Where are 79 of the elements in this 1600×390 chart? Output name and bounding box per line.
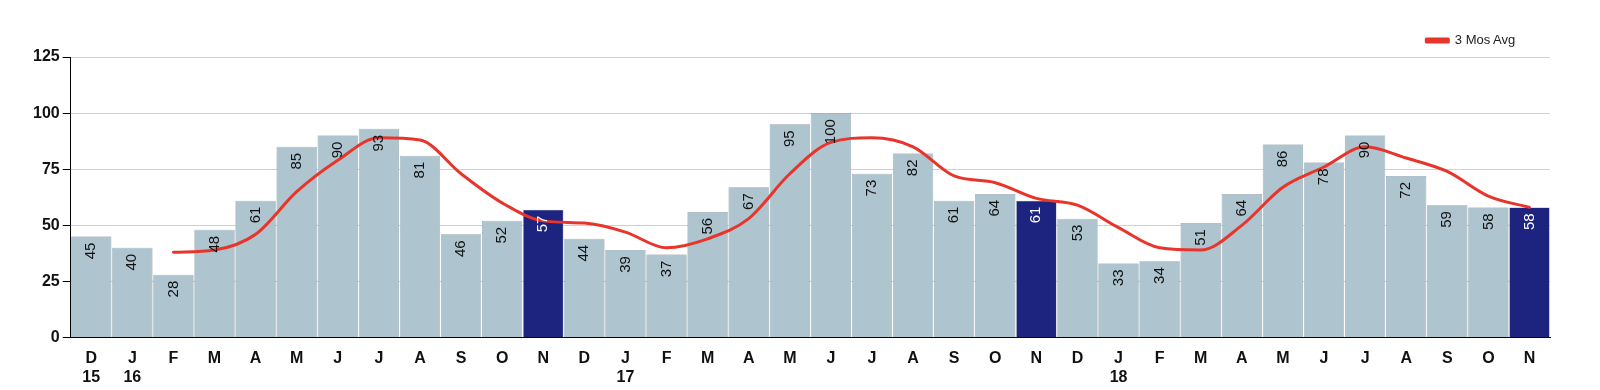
data-label: 40: [122, 253, 140, 271]
data-label: 95: [779, 130, 797, 148]
x-tick-label: J: [826, 348, 836, 366]
data-label: 33: [1108, 269, 1126, 287]
data-label: 52: [492, 226, 510, 244]
data-label: 86: [1273, 150, 1291, 168]
x-tick-label: J: [1319, 348, 1329, 366]
data-label: 58: [1519, 213, 1537, 231]
x-tick-label: J: [867, 348, 877, 366]
data-label: 90: [327, 141, 345, 159]
x-tick-label: A: [742, 348, 755, 366]
x-tick-label: J 18: [1109, 348, 1128, 385]
x-tick-label: D: [578, 348, 591, 366]
y-tick-label: 0: [50, 328, 60, 346]
data-label: 53: [1067, 224, 1085, 242]
x-tick-label: N: [1030, 348, 1043, 366]
x-tick-label: D 15: [82, 348, 101, 385]
x-tick-label: M: [700, 348, 715, 366]
data-label: 73: [862, 179, 880, 197]
data-label: 45: [81, 242, 99, 260]
data-label: 37: [656, 260, 674, 278]
data-label: 100: [821, 119, 839, 145]
x-tick-label: M: [1194, 348, 1208, 366]
data-label: 46: [451, 240, 469, 258]
x-tick-label: F: [661, 348, 672, 366]
data-label: 61: [1026, 206, 1044, 224]
data-label: 58: [1478, 213, 1496, 231]
data-label: 90: [1355, 141, 1373, 159]
data-label: 85: [286, 152, 304, 170]
y-tick-label: 100: [32, 103, 60, 121]
y-tick-label: 25: [41, 271, 60, 289]
x-tick-label: J: [1360, 348, 1370, 366]
x-tick-label: S: [1441, 348, 1453, 366]
y-tick-label: 75: [41, 159, 60, 177]
x-tick-label: O: [1482, 348, 1495, 366]
x-tick-label: M: [207, 348, 222, 366]
data-label: 28: [163, 280, 181, 298]
y-tick-label: 125: [32, 47, 60, 65]
x-tick-label: F: [1154, 348, 1165, 366]
x-tick-label: J 16: [123, 348, 142, 385]
data-label: 72: [1396, 181, 1414, 199]
data-label: 67: [738, 193, 756, 210]
x-tick-label: A: [414, 348, 427, 366]
data-label: 34: [1149, 267, 1167, 284]
x-tick-label: S: [948, 348, 960, 366]
x-tick-label: O: [989, 348, 1002, 366]
data-label: 81: [410, 161, 428, 179]
legend-label: 3 Mos Avg: [1454, 32, 1516, 48]
data-label: 64: [1231, 199, 1249, 217]
x-tick-label: M: [1276, 348, 1290, 366]
x-tick-label: A: [1236, 348, 1249, 366]
x-tick-label: M: [290, 348, 304, 366]
x-tick-label: M: [783, 348, 797, 366]
data-label: 39: [615, 256, 633, 273]
data-label: 61: [944, 206, 962, 224]
x-tick-label: O: [495, 348, 509, 366]
data-label: 44: [574, 244, 592, 262]
y-tick-label: 50: [41, 215, 60, 233]
x-tick-label: J 17: [616, 348, 635, 385]
x-tick-label: J: [374, 348, 384, 366]
data-label: 51: [1190, 229, 1208, 246]
data-label: 78: [1314, 168, 1332, 186]
x-tick-label: S: [455, 348, 467, 366]
x-tick-label: D: [1071, 348, 1084, 366]
x-tick-label: A: [1400, 348, 1413, 366]
data-label: 82: [903, 159, 921, 177]
x-tick-label: J: [333, 348, 343, 366]
data-label: 59: [1437, 211, 1455, 228]
x-tick-label: N: [537, 348, 550, 366]
data-label: 64: [985, 199, 1003, 217]
x-tick-label: N: [1523, 348, 1536, 366]
data-label: 57: [533, 215, 551, 233]
data-label: 61: [245, 206, 263, 224]
data-label: 56: [697, 217, 715, 235]
data-label: 48: [204, 235, 222, 253]
data-label: 93: [369, 134, 387, 152]
x-tick-label: A: [907, 348, 920, 366]
x-tick-label: F: [168, 348, 179, 366]
x-tick-label: A: [249, 348, 262, 366]
